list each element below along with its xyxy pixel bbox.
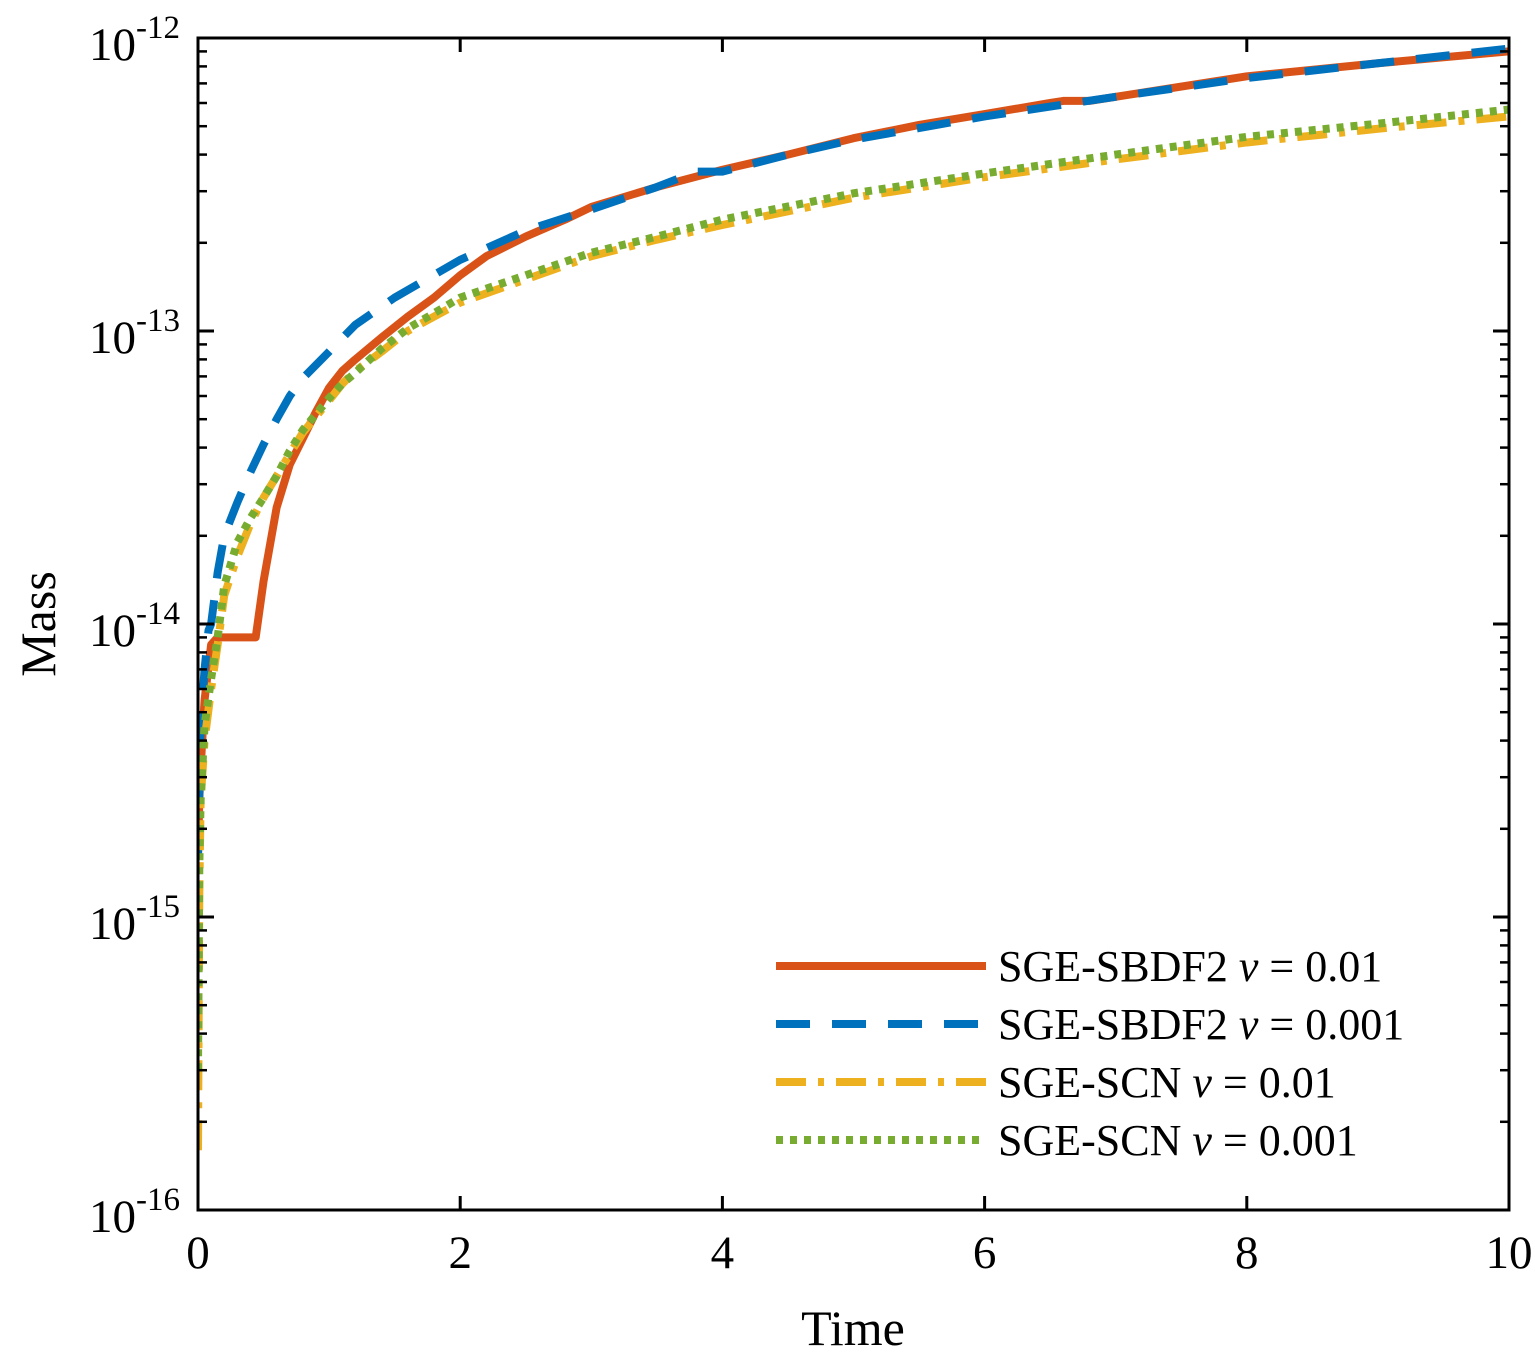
legend-entry-3: SGE-SCN ν = 0.01 — [998, 1058, 1336, 1107]
y-tick-label: 10-13 — [89, 303, 180, 364]
x-axis-label: Time — [801, 1300, 905, 1356]
x-tick-label: 4 — [711, 1227, 735, 1279]
series-line-4 — [198, 105, 1509, 1071]
legend-entry-4: SGE-SCN ν = 0.001 — [998, 1116, 1358, 1165]
y-axis-label: Mass — [10, 571, 66, 677]
x-tick-label: 0 — [186, 1227, 210, 1279]
x-tick-label: 6 — [973, 1227, 997, 1279]
x-tick-label: 10 — [1486, 1227, 1533, 1279]
y-tick-label: 10-12 — [89, 10, 180, 71]
y-tick-label: 10-14 — [89, 596, 180, 657]
x-tick-label: 2 — [448, 1227, 472, 1279]
y-tick-label: 10-16 — [89, 1182, 180, 1243]
labels-layer: Time Mass — [10, 571, 905, 1356]
axes-layer: 0 2 4 6 8 10 10-16 10-15 10-14 10-13 10-12 — [89, 10, 1533, 1279]
x-tick-label: 8 — [1235, 1227, 1259, 1279]
legend-entry-1: SGE-SBDF2 ν = 0.01 — [998, 942, 1382, 991]
legend: SGE-SBDF2 ν = 0.01 SGE-SBDF2 ν = 0.001 SGE… — [776, 942, 1404, 1165]
y-tick-label: 10-15 — [89, 889, 180, 950]
legend-entry-2: SGE-SBDF2 ν = 0.001 — [998, 1000, 1404, 1049]
